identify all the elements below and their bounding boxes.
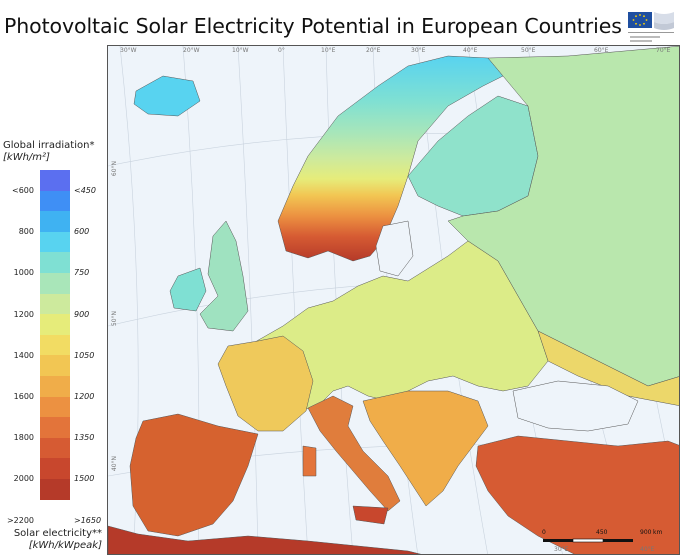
legend-swatch xyxy=(40,170,70,191)
legend-irradiation-title: Global irradiation* [kWh/m²] xyxy=(3,140,94,164)
scale-unit: km xyxy=(653,529,663,536)
map-svg xyxy=(108,46,679,554)
longitude-label: 0° xyxy=(278,47,285,54)
latitude-label: 50°N xyxy=(111,311,118,327)
bottom-longitude-label: 40°E xyxy=(640,546,655,553)
legend-swatch xyxy=(40,314,70,336)
map-title: Photovoltaic Solar Electricity Potential… xyxy=(4,14,622,38)
legend-swatch xyxy=(40,231,70,253)
legend-swatch xyxy=(40,437,70,459)
legend-electricity-label: Solar electricity** xyxy=(13,528,102,539)
legend-irradiation-unit: [kWh/m²] xyxy=(3,152,50,163)
legend-electricity-value: 1200 xyxy=(74,392,95,401)
latitude-label: 60°N xyxy=(111,161,118,177)
legend-irradiation-value: 1600 xyxy=(13,392,34,401)
longitude-label: 20°W xyxy=(183,47,200,54)
legend-electricity-value: >1650 xyxy=(74,515,102,525)
scale-label-900: 900 xyxy=(640,529,652,536)
legend-swatch xyxy=(40,293,70,315)
legend-swatch xyxy=(40,252,70,274)
longitude-label: 40°E xyxy=(463,47,478,54)
legend-swatch xyxy=(40,417,70,439)
legend-electricity-value: <450 xyxy=(74,186,96,195)
legend-swatch xyxy=(40,479,70,500)
legend-electricity-value: 1500 xyxy=(74,474,95,484)
bottom-longitude-label: 30°E xyxy=(554,546,569,553)
longitude-label: 60°E xyxy=(594,47,609,54)
legend-swatch xyxy=(40,334,70,356)
legend-electricity-value: 900 xyxy=(74,309,90,319)
legend-electricity-value: 750 xyxy=(74,268,90,278)
legend-irradiation-value: >2200 xyxy=(6,515,34,525)
legend-irradiation-label: Global irradiation* xyxy=(3,140,95,151)
scale-label-450: 450 xyxy=(596,529,608,536)
legend-electricity-title: Solar electricity** [kWh/kWpeak] xyxy=(6,528,102,552)
legend-irradiation-value: 1200 xyxy=(13,309,34,319)
longitude-label: 30°W xyxy=(120,47,137,54)
legend-swatch xyxy=(40,396,70,418)
longitude-label: 70°E xyxy=(656,47,671,54)
scale-bar: 0 450 900 km xyxy=(540,529,665,547)
scale-bar-graphic xyxy=(543,538,633,543)
longitude-label: 50°E xyxy=(521,47,536,54)
legend-swatch xyxy=(40,355,70,377)
longitude-label: 20°E xyxy=(366,47,381,54)
legend-irradiation-value: 2000 xyxy=(13,474,34,484)
legend-swatch xyxy=(40,273,70,294)
scale-label-0: 0 xyxy=(542,529,546,536)
longitude-label: 10°E xyxy=(321,47,336,54)
legend-swatch xyxy=(40,190,70,212)
latitude-label: 40°N xyxy=(111,456,118,472)
legend-electricity-unit: [kWh/kWpeak] xyxy=(28,540,102,551)
europe-map: 30°W 20°W 10°W 0° 10°E 20°E 30°E 40°E 50°E 60°E 70… xyxy=(107,45,680,555)
legend-electricity-value: 1050 xyxy=(74,350,95,360)
legend-irradiation-value: 800 xyxy=(18,227,34,237)
legend-irradiation-value: 1800 xyxy=(13,433,34,443)
legend-irradiation-value: <600 xyxy=(12,186,34,195)
legend-swatch xyxy=(40,211,70,233)
legend-electricity-value: 1350 xyxy=(74,433,95,443)
legend-swatch xyxy=(40,458,70,480)
legend-irradiation-value: 1400 xyxy=(13,350,34,360)
longitude-label: 30°E xyxy=(411,47,426,54)
legend-electricity-value: 600 xyxy=(74,227,90,237)
legend-swatch xyxy=(40,376,70,397)
european-commission-logo xyxy=(628,12,674,42)
longitude-label: 10°W xyxy=(232,47,249,54)
legend-irradiation-value: 1000 xyxy=(13,268,34,278)
